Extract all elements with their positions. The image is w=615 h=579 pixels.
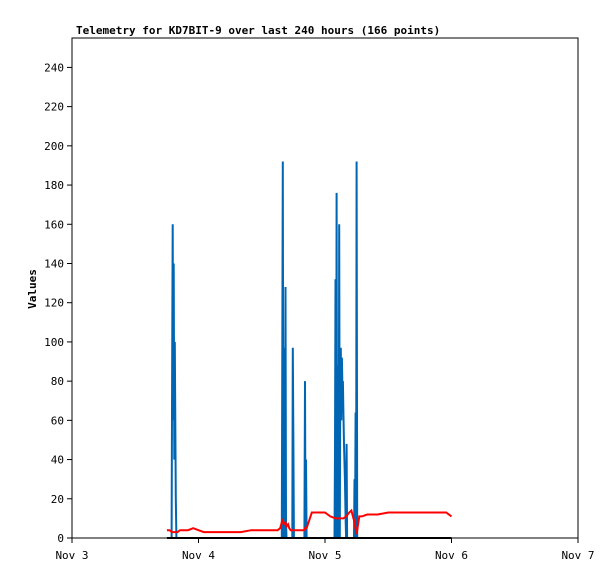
series-line-1 xyxy=(170,161,360,539)
y-tick-label: 100 xyxy=(44,336,64,349)
y-tick-label: 200 xyxy=(44,140,64,153)
y-tick-label: 240 xyxy=(44,61,64,74)
y-tick-label: 40 xyxy=(51,454,64,467)
x-axis: Nov 3 Nov 4 Nov 5 Nov 6 Nov 7 xyxy=(55,538,595,562)
plot-area-frame xyxy=(71,37,579,539)
y-tick-label: 160 xyxy=(44,218,64,231)
x-tick-label: Nov 7 xyxy=(561,549,594,562)
y-tick-label: 0 xyxy=(57,532,64,545)
y-tick-label: 120 xyxy=(44,297,64,310)
y-axis: 0 20 40 60 80 100 120 140 160 180 200 220 240 xyxy=(44,61,72,545)
x-tick-label: Nov 4 xyxy=(182,549,215,562)
series-layer xyxy=(166,161,453,539)
chart-title: Telemetry for KD7BIT-9 over last 240 hou… xyxy=(76,24,440,37)
y-tick-label: 220 xyxy=(44,101,64,114)
y-axis-label: Values xyxy=(26,269,39,309)
y-tick-label: 80 xyxy=(51,375,64,388)
y-tick-label: 20 xyxy=(51,493,64,506)
x-tick-label: Nov 6 xyxy=(435,549,468,562)
y-tick-label: 140 xyxy=(44,257,64,270)
y-tick-label: 180 xyxy=(44,179,64,192)
y-tick-label: 60 xyxy=(51,414,64,427)
series-line-2 xyxy=(166,508,453,535)
x-tick-label: Nov 3 xyxy=(55,549,88,562)
x-tick-label: Nov 5 xyxy=(308,549,341,562)
